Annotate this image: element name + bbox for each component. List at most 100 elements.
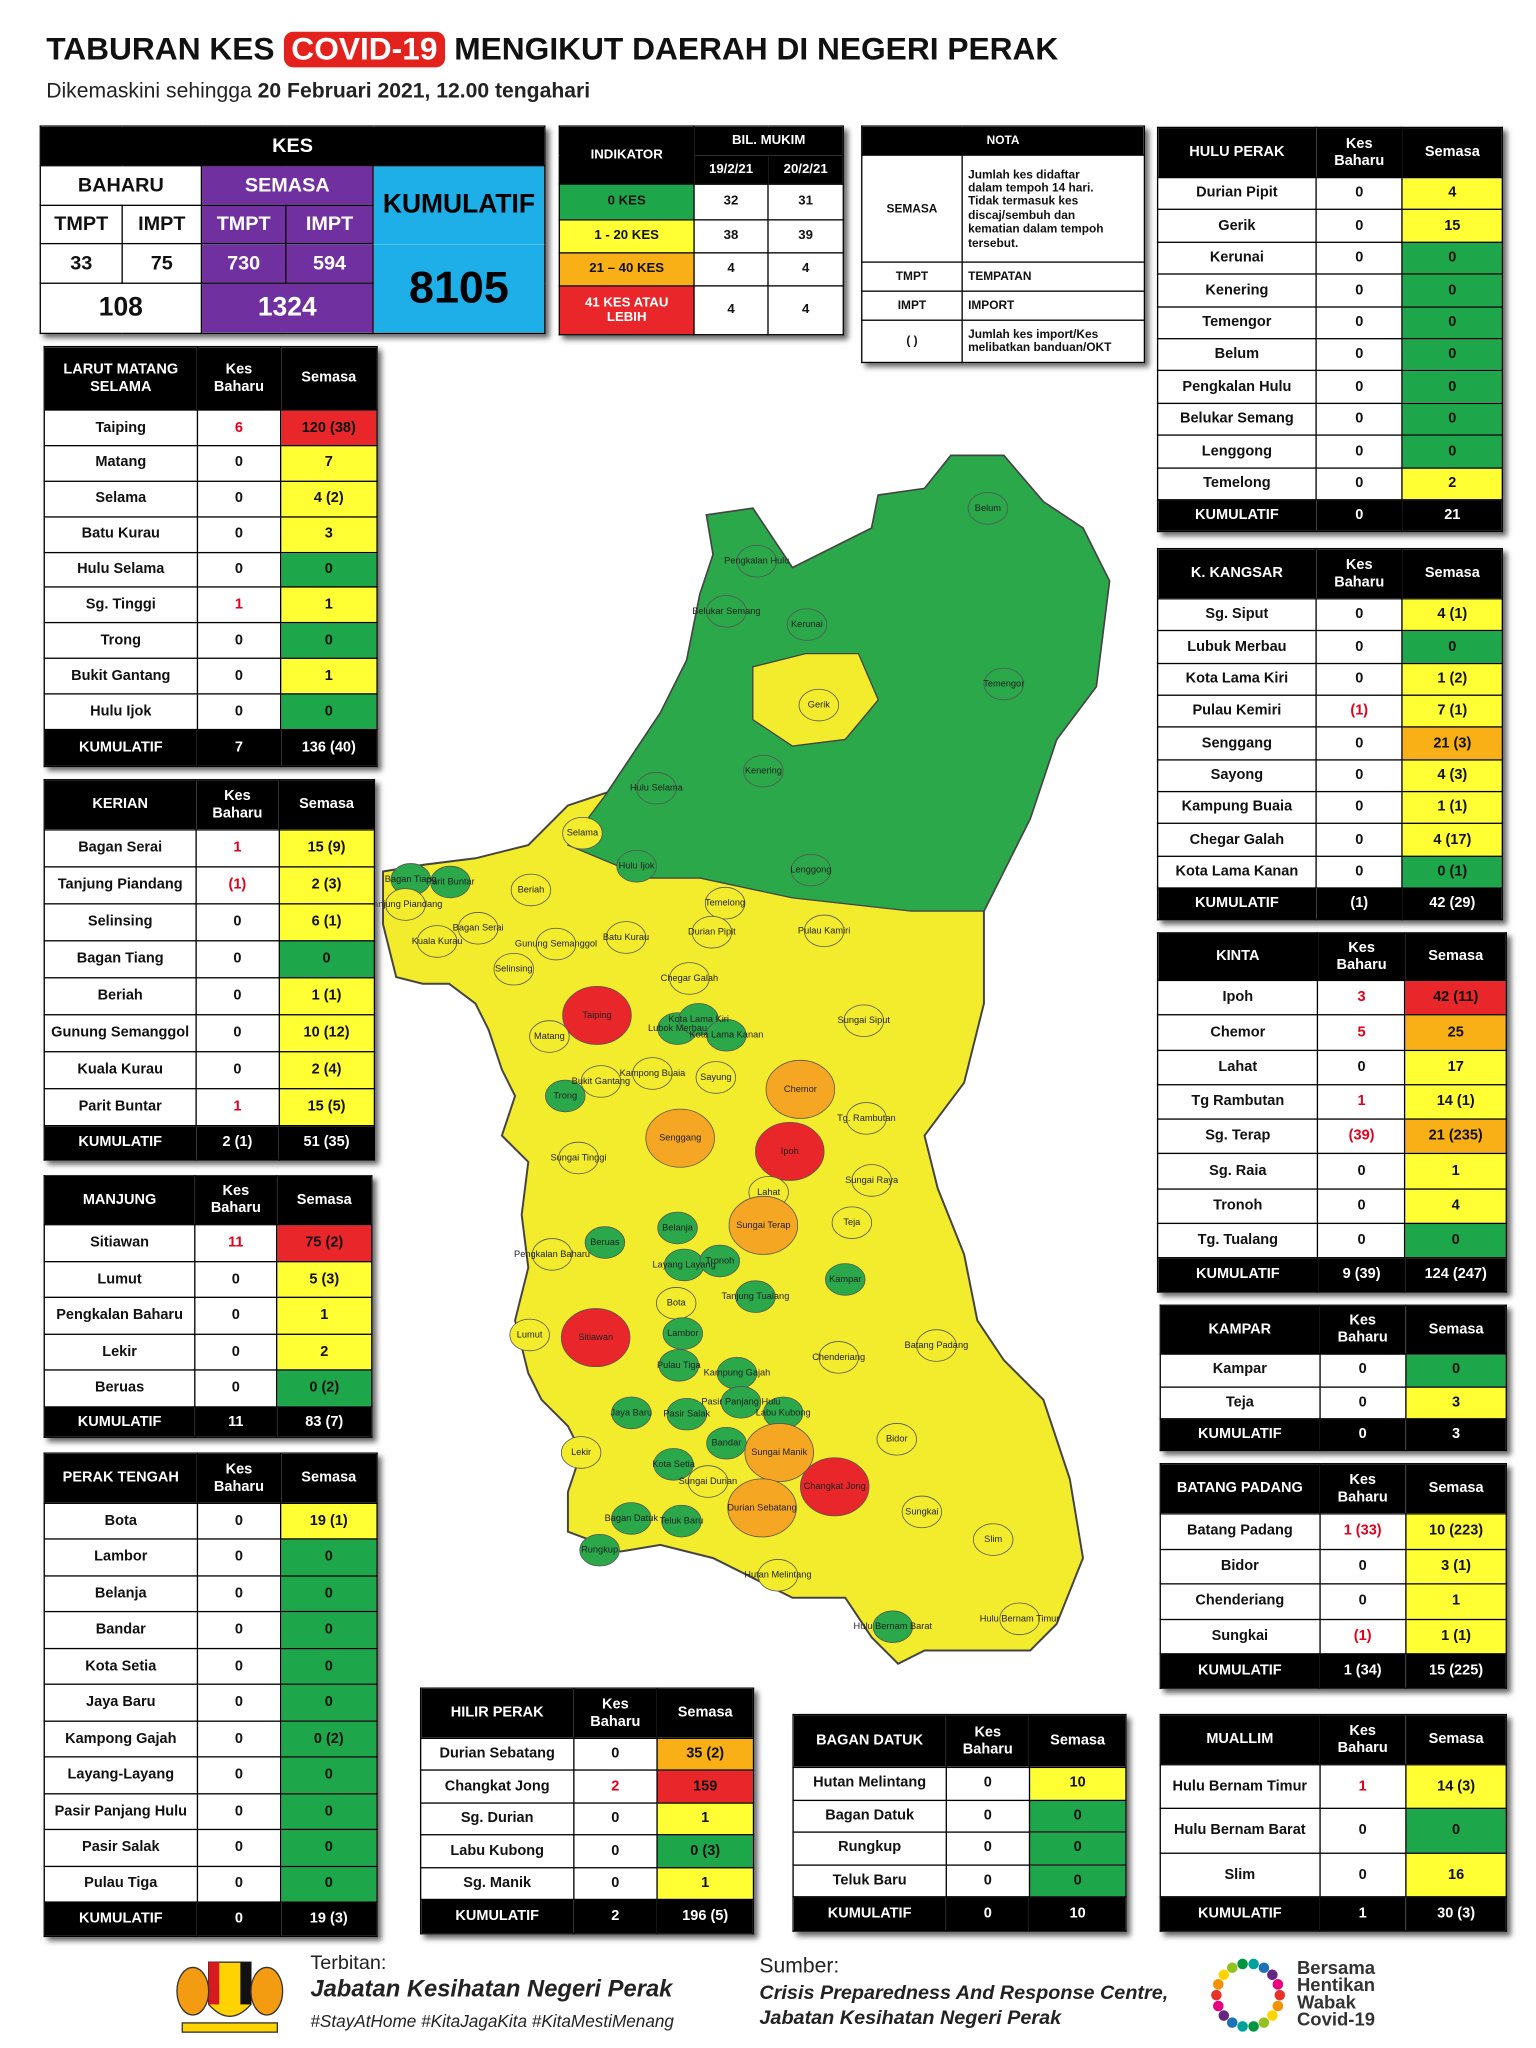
new-cases: 1 [1317,1083,1406,1120]
note-text: IMPORT [961,290,1146,321]
table-row: Lekir 0 2 [43,1333,373,1372]
region [661,1504,702,1538]
row: SEMASA Jumlah kes didaftar dalam tempoh 14… [861,154,1146,263]
logo-dot [1267,2010,1278,2021]
total-label: KUMULATIF [1159,1653,1321,1689]
table-row: Layang-Layang 0 0 [43,1756,378,1794]
region [799,1457,870,1517]
table-row: Ipoh 3 42 (11) [1156,979,1507,1016]
new-cases: 0 [194,1369,278,1408]
region-label: Lekir [571,1447,591,1457]
area-name: Batang Padang [1159,1513,1321,1550]
table-row: Sg. Durian 0 1 [419,1802,755,1836]
region [695,1061,737,1094]
region-label: Slim [984,1534,1002,1544]
table-row: Belukar Semang 0 0 [1156,402,1503,436]
region-label: Sungai Raya [845,1175,899,1185]
header-cell: Kes Baharu [1318,1713,1407,1766]
header-cell: Kes Baharu [1318,1463,1407,1515]
region [720,1386,762,1419]
note-line: melibatkan banduan/OKT [968,341,1112,355]
total-label: KUMULATIF [792,1896,947,1932]
region [529,1020,570,1053]
row: KES [39,125,546,167]
note-table: NOTA SEMASA Jumlah kes didaftar dalam temp… [861,125,1146,364]
district-table: MUALLIM Kes Baharu Semasa Hulu Bernam Timur… [1159,1713,1507,1932]
row: ( ) Jumlah kes import/Kes melibatkan bandu… [861,319,1146,364]
logo-dot [1272,1979,1284,1990]
table-row: Hulu Bernam Timur 1 14 (3) [1159,1764,1507,1810]
header-cell: HULU PERAK [1156,126,1317,179]
table-row: Matang 0 7 [43,444,378,482]
active-cases: 0 (2) [276,1369,373,1408]
region [901,1495,943,1529]
header-cell: NOTA [861,125,1146,156]
active-cases: 0 [279,1538,378,1577]
header-cell: Semasa [279,1452,378,1504]
total-label: KUMULATIF [419,1898,575,1935]
district-table: HULU PERAK Kes Baharu Semasa Durian Pipit 0 4… [1156,126,1503,533]
table-row: Bagan Datuk 0 0 [792,1799,1127,1833]
logo-dot [1213,1979,1224,1990]
region-label: Tanjung Piandang [368,899,442,909]
area-name: Kenering [1156,273,1317,308]
region-label: Lambor [667,1328,698,1338]
new-cases: 0 [1315,790,1403,825]
region [851,1164,892,1197]
active-cases: 19 (1) [279,1502,378,1541]
note-line: discaj/sembuh dan [968,208,1076,222]
total-value: 42 (29) [1401,887,1503,921]
region [584,1226,626,1259]
region [535,927,577,961]
new-cases: 3 [1317,979,1406,1016]
new-cases: 0 [1315,855,1403,889]
new-cases: 0 [196,1756,282,1794]
table-row: Pasir Salak 0 0 [43,1828,378,1867]
table-row: Chemor 5 25 [1156,1014,1507,1051]
table-row: Selama 0 4 (2) [43,480,378,518]
area-name: Sg. Tinggi [43,586,198,624]
region [509,1318,550,1352]
area-name: Hutan Melintang [792,1766,947,1801]
total-value: 83 (7) [276,1406,373,1438]
header-cell: Semasa [279,345,378,411]
date: 20/2/21 [767,154,844,185]
region [735,1280,776,1313]
total-value: 196 (5) [656,1898,755,1935]
region [493,952,534,986]
header-cell: KERIAN [43,779,197,831]
note-line: Tidak termasuk kes [968,194,1079,208]
area-name: Selinsing [43,903,197,942]
indicator-table: INDIKATOR BIL. MUKIM 19/2/21 20/2/21 0 KES… [558,125,844,336]
area-name: Lambor [43,1538,198,1577]
district-table: K. KANGSAR Kes Baharu Semasa Sg. Siput 0 4 (1… [1156,547,1503,921]
publisher: Jabatan Kesihatan Negeri Perak [310,1975,673,2002]
area-name: Teluk Baru [792,1863,947,1898]
tiger [250,1966,284,2016]
row: TMPT IMPT TMPT IMPT [39,204,545,245]
title-text: MENGIKUT DAERAH DI NEGERI PERAK [454,31,1059,68]
area-name: Tanjung Piandang [43,866,197,905]
region-label: Pengkalan Hulu [724,556,789,566]
region [658,1349,700,1382]
region-label: Batu Kurau [603,932,649,942]
table-row: Bukit Gantang 0 1 [43,657,378,695]
region-label: Pengkalan Baharu [514,1249,590,1259]
district-table: BAGAN DATUK Kes Baharu Semasa Hutan Melinta… [792,1713,1127,1932]
region [755,1121,825,1181]
summary-table: KES BAHARU SEMASA KUMULATIF TMPT IMPT TMPT IM… [39,125,546,335]
indicator-label: 41 KES ATAU LEBIH [558,285,695,336]
new-cases: 0 [1315,823,1403,857]
table-row: Beriah 0 1 (1) [43,977,376,1016]
total-value: 9 (39) [1317,1257,1406,1293]
active-cases: 0 [1401,337,1503,372]
region-labels: Belum Pengkalan Hulu Belukar Semang Kerunai… [368,503,1059,1631]
table-row: Jaya Baru 0 0 [43,1683,378,1722]
table-header: KAMPAR Kes Baharu Semasa [1159,1304,1507,1355]
region-label: Lubok Merbau [648,1023,707,1033]
table-row: Lambor 0 0 [43,1538,378,1577]
region [558,1141,599,1175]
new-cases: 0 [1317,1049,1406,1086]
table-row: Bandar 0 0 [43,1611,378,1649]
table-row: Sg. Terap (39) 21 (235) [1156,1118,1507,1155]
